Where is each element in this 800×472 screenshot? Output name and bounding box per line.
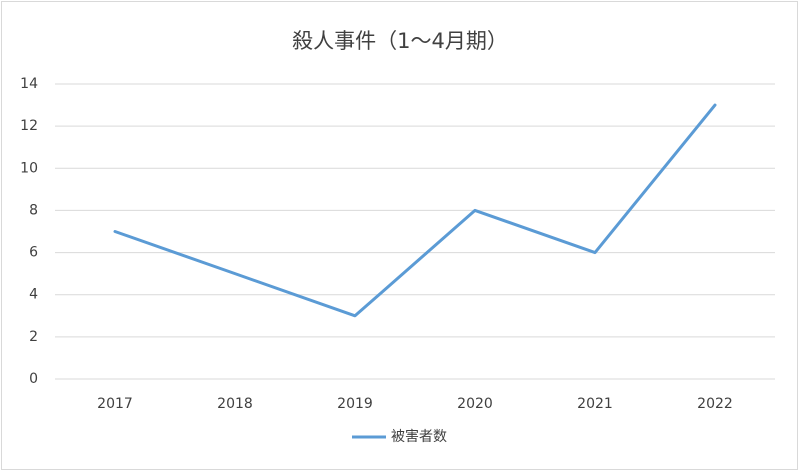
x-tick-label: 2020 — [457, 396, 493, 412]
x-tick-label: 2017 — [97, 396, 133, 412]
legend-label: 被害者数 — [391, 429, 447, 445]
chart-title: 殺人事件（1～4月期） — [292, 29, 508, 53]
y-tick-label: 6 — [29, 245, 38, 261]
y-tick-label: 12 — [20, 118, 38, 134]
x-tick-label: 2019 — [337, 396, 373, 412]
data-line — [113, 103, 717, 318]
y-tick-label: 14 — [20, 76, 38, 92]
x-tick-label: 2018 — [217, 396, 253, 412]
x-tick-label: 2022 — [697, 396, 733, 412]
y-tick-label: 4 — [29, 287, 38, 303]
y-tick-label: 10 — [20, 160, 38, 176]
y-tick-label: 8 — [29, 202, 38, 218]
y-tick-label: 0 — [29, 371, 38, 387]
x-tick-label: 2021 — [577, 396, 613, 412]
y-tick-label: 2 — [29, 329, 38, 345]
